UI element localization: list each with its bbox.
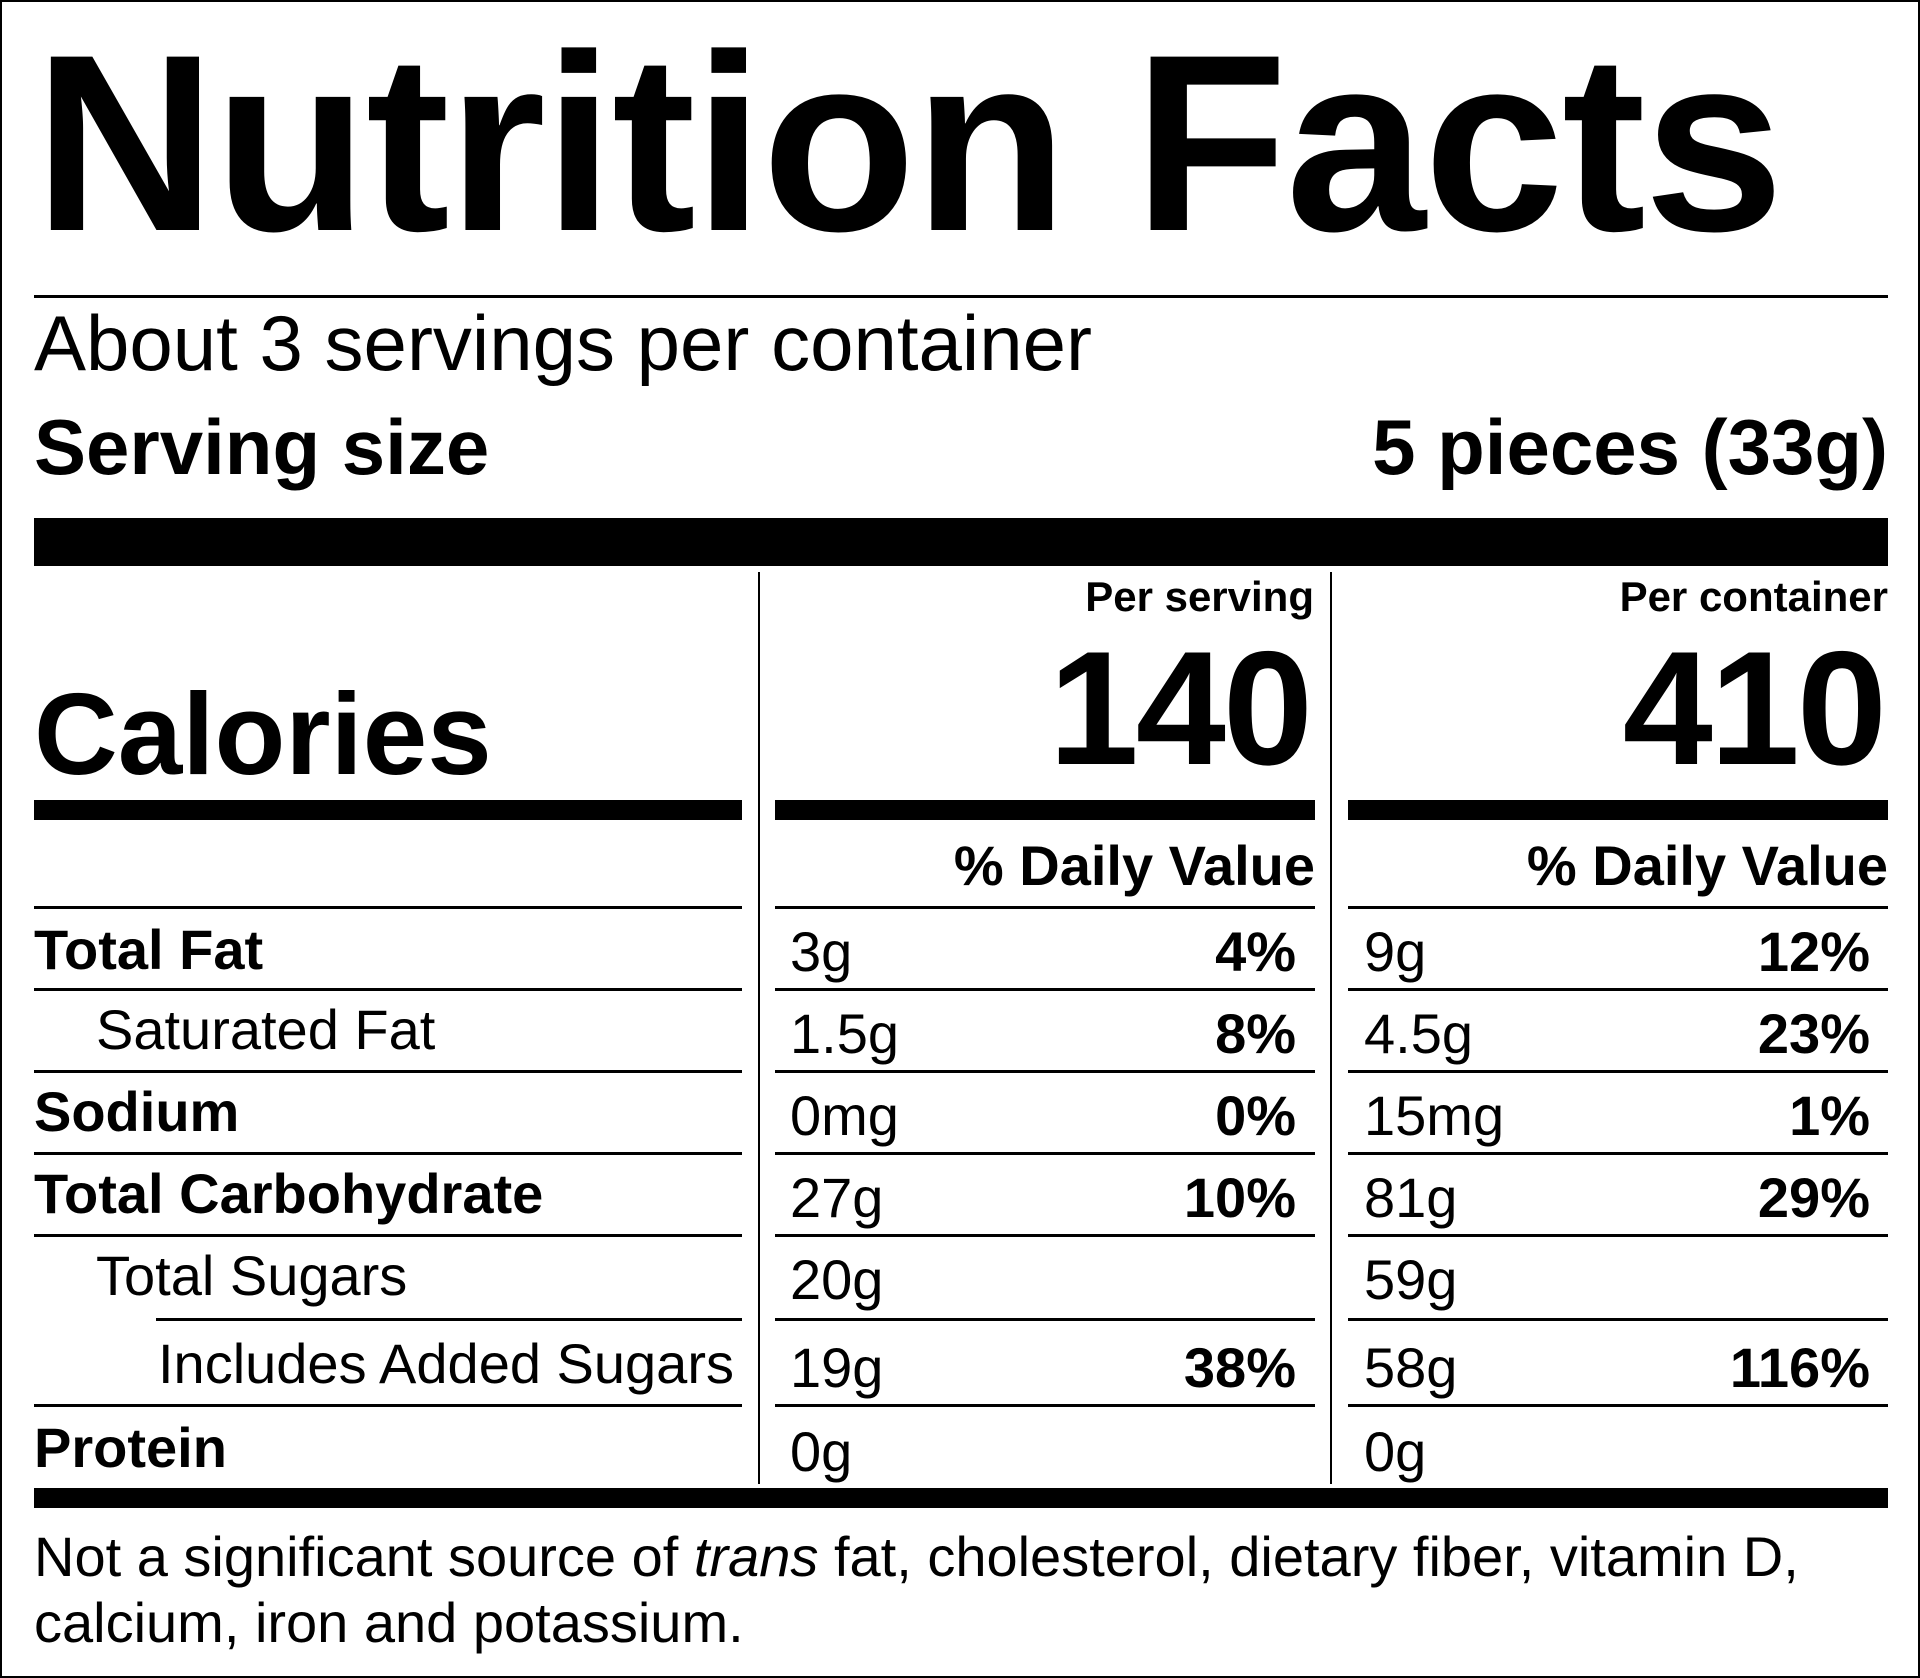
container-amount: 81g [1364, 1166, 1458, 1229]
dv-header-serving: % Daily Value [953, 834, 1315, 897]
row-rule [34, 906, 742, 909]
serving-amount: 3g [790, 920, 853, 983]
serving-amount: 20g [790, 1248, 884, 1311]
container-amount: 9g [1364, 920, 1427, 983]
nutrient-name: Total Sugars [96, 1244, 408, 1307]
row-rule [1348, 988, 1888, 991]
row-rule [1348, 1318, 1888, 1321]
row-rule [775, 1318, 1315, 1321]
serving-size-value: 5 pieces (33g) [1372, 403, 1888, 491]
nutrient-name: Includes Added Sugars [158, 1332, 734, 1395]
row-rule [1348, 1404, 1888, 1407]
row-rule [34, 1404, 742, 1407]
row-rule [34, 988, 742, 991]
serving-daily-value: 38% [1183, 1336, 1296, 1399]
row-rule [1348, 1234, 1888, 1237]
container-amount: 4.5g [1364, 1002, 1473, 1065]
container-daily-value: 29% [1757, 1166, 1870, 1229]
calories-bar-label [34, 800, 742, 820]
container-daily-value: 1% [1789, 1084, 1870, 1147]
serving-size-label: Serving size [34, 403, 490, 491]
calories-per-container: 410 [1622, 618, 1887, 799]
row-rule [775, 1152, 1315, 1155]
serving-daily-value: 8% [1215, 1002, 1296, 1065]
row-rule [775, 1404, 1315, 1407]
title-divider [34, 295, 1888, 298]
container-amount: 58g [1364, 1336, 1458, 1399]
nutrient-name: Total Fat [34, 918, 264, 981]
column-divider-1 [758, 572, 760, 1484]
calories-bar-container [1348, 800, 1888, 820]
row-rule [1348, 906, 1888, 909]
row-rule [34, 1152, 742, 1155]
calories-label: Calories [34, 669, 492, 799]
serving-daily-value: 4% [1215, 920, 1296, 983]
column-divider-2 [1330, 572, 1332, 1484]
per-serving-header: Per serving [1085, 573, 1314, 620]
nutrient-name: Total Carbohydrate [34, 1162, 544, 1225]
serving-amount: 19g [790, 1336, 884, 1399]
footnote: Not a significant source of trans fat, c… [34, 1524, 1894, 1655]
container-daily-value: 23% [1757, 1002, 1870, 1065]
container-amount: 59g [1364, 1248, 1458, 1311]
container-daily-value: 12% [1757, 920, 1870, 983]
footnote-text: Not a significant source of [34, 1525, 694, 1588]
row-rule [775, 988, 1315, 991]
calories-per-serving: 140 [1048, 618, 1313, 799]
container-daily-value: 116% [1729, 1336, 1870, 1399]
nutrient-name: Protein [34, 1416, 227, 1479]
serving-daily-value: 0% [1215, 1084, 1296, 1147]
container-amount: 15mg [1364, 1084, 1505, 1147]
nutrient-name: Sodium [34, 1080, 240, 1143]
row-rule [775, 1070, 1315, 1073]
thick-bar-top [34, 518, 1888, 566]
thick-bar-bottom [34, 1488, 1888, 1508]
row-rule [1348, 1152, 1888, 1155]
label-title: Nutrition Facts [34, 3, 1784, 284]
calories-bar-serving [775, 800, 1315, 820]
row-rule [34, 1234, 742, 1237]
footnote-trans: trans [693, 1525, 819, 1588]
footnote-text-rest: fat, cholesterol, dietary fiber, vitamin… [34, 1525, 1799, 1654]
nutrient-name: Saturated Fat [96, 998, 436, 1061]
row-rule [775, 1234, 1315, 1237]
serving-amount: 0mg [790, 1084, 899, 1147]
serving-amount: 1.5g [790, 1002, 899, 1065]
container-amount: 0g [1364, 1420, 1427, 1483]
serving-daily-value: 10% [1183, 1166, 1296, 1229]
row-rule [156, 1318, 742, 1321]
dv-header-container: % Daily Value [1526, 834, 1888, 897]
per-container-header: Per container [1619, 573, 1888, 620]
serving-amount: 27g [790, 1166, 884, 1229]
row-rule [1348, 1070, 1888, 1073]
row-rule [775, 906, 1315, 909]
servings-per-container: About 3 servings per container [34, 299, 1092, 387]
serving-amount: 0g [790, 1420, 853, 1483]
row-rule [34, 1070, 742, 1073]
